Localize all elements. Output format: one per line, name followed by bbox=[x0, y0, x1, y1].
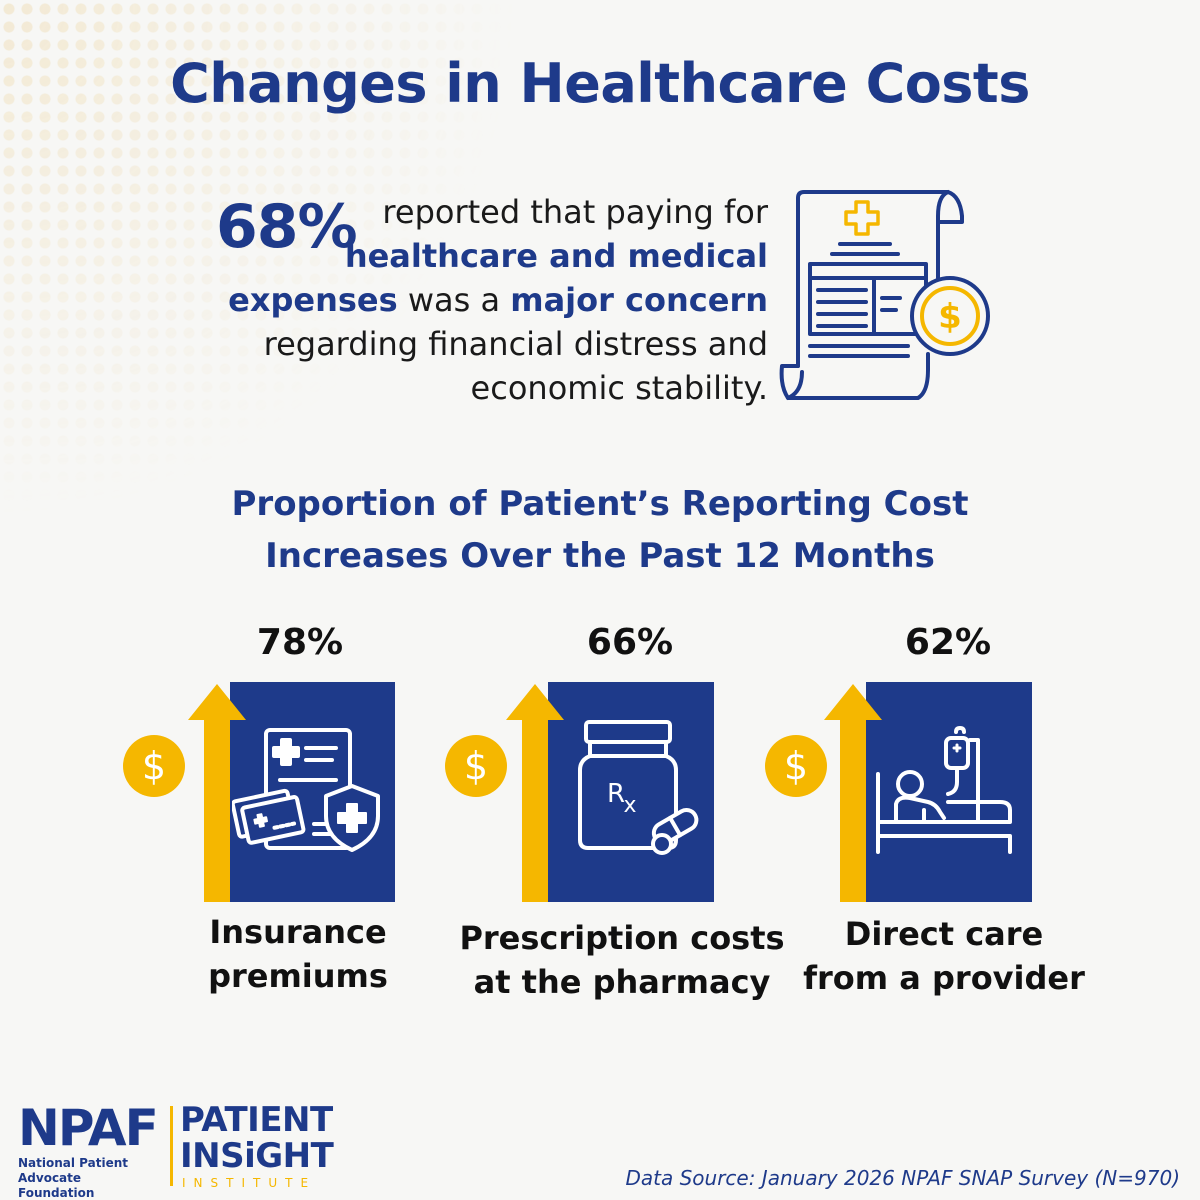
data-source-note: Data Source: January 2026 NPAF SNAP Surv… bbox=[625, 1166, 1180, 1190]
stat-bold-1: healthcare and medical expenses bbox=[228, 237, 768, 319]
cost-label-line-1: Prescription costs bbox=[459, 919, 785, 957]
subtitle-line-1: Proportion of Patient’s Reporting Cost bbox=[231, 484, 969, 524]
stat-text-3: regarding financial distress and economi… bbox=[263, 325, 768, 407]
up-arrow-icon bbox=[188, 684, 246, 902]
svg-text:$: $ bbox=[784, 744, 808, 788]
dollar-coin-icon: $ bbox=[445, 735, 507, 797]
svg-text:$: $ bbox=[142, 744, 166, 788]
cost-label: Direct care from a provider bbox=[774, 912, 1114, 1000]
cost-label-line-1: Insurance bbox=[209, 913, 387, 951]
svg-text:$: $ bbox=[938, 297, 962, 337]
dollar-coin-icon: $ bbox=[123, 735, 185, 797]
logo-npaf-sub-line-2: Advocate Foundation bbox=[18, 1171, 95, 1200]
cost-percent: 66% bbox=[586, 622, 674, 663]
svg-text:$: $ bbox=[464, 744, 488, 788]
insurance-documents-icon bbox=[232, 728, 380, 852]
cost-percent: 62% bbox=[904, 622, 992, 663]
medical-bill-icon: $ bbox=[779, 190, 990, 400]
npaf-logo: NPAF National Patient Advocate Foundatio… bbox=[18, 1099, 334, 1200]
cost-label: Prescription costs at the pharmacy bbox=[452, 916, 792, 1004]
up-arrow-icon bbox=[824, 684, 882, 902]
svg-text:x: x bbox=[623, 793, 636, 818]
logo-patient: PATIENT bbox=[180, 1100, 333, 1140]
logo-npaf: NPAF bbox=[18, 1099, 159, 1157]
cost-label-line-2: from a provider bbox=[803, 959, 1085, 997]
logo-institute: INSTITUTE bbox=[182, 1176, 317, 1190]
headline-statement: reported that paying for healthcare and … bbox=[208, 190, 768, 410]
svg-text:R: R bbox=[607, 779, 625, 809]
logo-npaf-subtitle: National Patient Advocate Foundation bbox=[18, 1156, 158, 1200]
logo-npaf-sub-line-1: National Patient bbox=[18, 1156, 129, 1170]
icon-background bbox=[548, 682, 714, 902]
logo-divider bbox=[170, 1106, 173, 1186]
cost-label: Insurance premiums bbox=[128, 910, 468, 998]
cost-label-line-2: premiums bbox=[208, 957, 388, 995]
cost-percent: 78% bbox=[256, 622, 344, 663]
logo-insight: INSiGHT bbox=[180, 1136, 334, 1176]
up-arrow-icon bbox=[506, 684, 564, 902]
chart-subtitle: Proportion of Patient’s Reporting Cost I… bbox=[0, 478, 1200, 582]
hospital-bed-icon bbox=[876, 726, 1012, 854]
background-dot-pattern bbox=[0, 0, 520, 520]
headline-percent: 68% bbox=[216, 192, 358, 262]
cost-label-line-2: at the pharmacy bbox=[473, 963, 771, 1001]
subtitle-line-2: Increases Over the Past 12 Months bbox=[265, 536, 935, 576]
stat-text-1: reported that paying for bbox=[382, 193, 768, 231]
cost-label-line-1: Direct care bbox=[844, 915, 1044, 953]
stat-text-2: was a bbox=[407, 281, 501, 319]
prescription-bottle-icon: R x bbox=[578, 720, 699, 855]
stat-bold-2: major concern bbox=[510, 281, 768, 319]
dollar-coin-icon: $ bbox=[765, 735, 827, 797]
page-title: Changes in Healthcare Costs bbox=[170, 52, 1030, 115]
